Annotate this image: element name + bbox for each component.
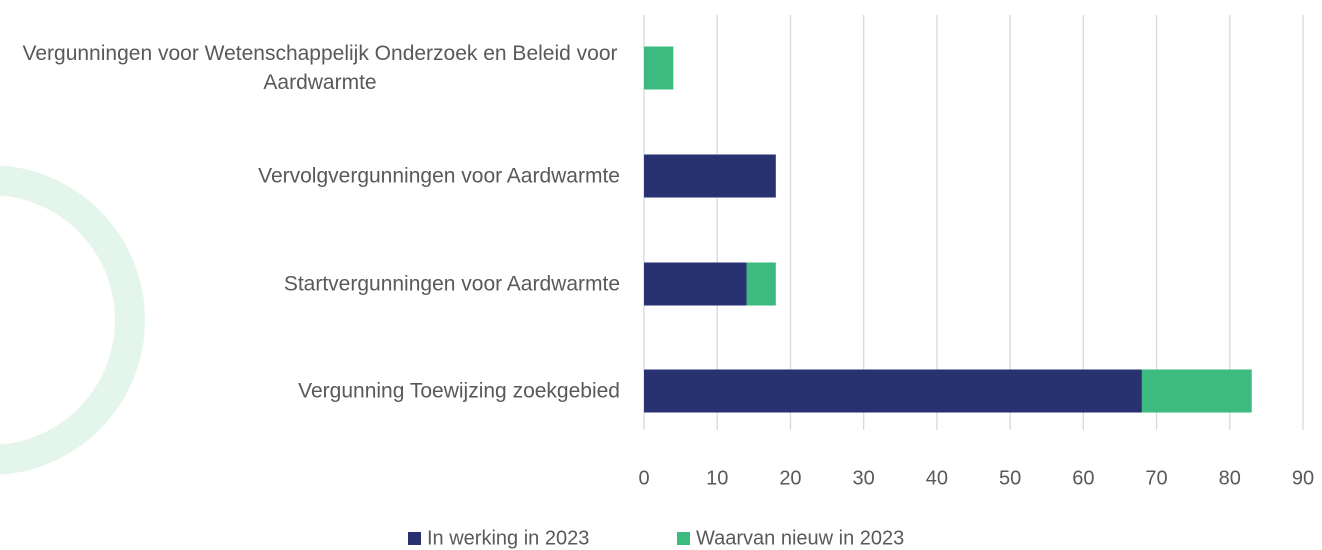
category-label: Startvergunningen voor Aardwarmte: [0, 270, 620, 299]
x-tick-label: 70: [1145, 467, 1167, 489]
bar-segment: [1141, 369, 1252, 413]
decoration-ring: [0, 165, 145, 475]
bar-segment: [644, 154, 776, 198]
x-tick-label: 50: [999, 467, 1021, 489]
x-tick-label: 0: [638, 467, 649, 489]
category-text: Vervolgvergunningen voor Aardwarmte: [258, 164, 620, 188]
x-tick-label: 90: [1292, 467, 1314, 489]
x-tick-label: 80: [1219, 467, 1241, 489]
x-tick-label: 20: [779, 467, 801, 489]
category-label: Vervolgvergunningen voor Aardwarmte: [0, 162, 620, 191]
bar-segment: [644, 369, 1142, 413]
bar-segment: [746, 262, 776, 306]
category-text: Vergunningen voor Wetenschappelijk Onder…: [22, 42, 618, 94]
legend-swatch: [408, 532, 421, 545]
legend-swatch: [677, 532, 690, 545]
legend-label: In werking in 2023: [427, 527, 589, 549]
category-text: Vergunning Toewijzing zoekgebied: [298, 379, 620, 403]
category-label: Vergunningen voor Wetenschappelijk Onder…: [0, 39, 620, 97]
category-label: Vergunning Toewijzing zoekgebied: [0, 377, 620, 406]
category-text: Startvergunningen voor Aardwarmte: [283, 272, 620, 296]
x-tick-label: 30: [853, 467, 875, 489]
x-tick-label: 10: [706, 467, 728, 489]
bar-segment: [644, 46, 674, 90]
legend-label: Waarvan nieuw in 2023: [696, 527, 904, 549]
x-tick-label: 60: [1072, 467, 1094, 489]
x-tick-label: 40: [926, 467, 948, 489]
bar-segment: [644, 262, 747, 306]
